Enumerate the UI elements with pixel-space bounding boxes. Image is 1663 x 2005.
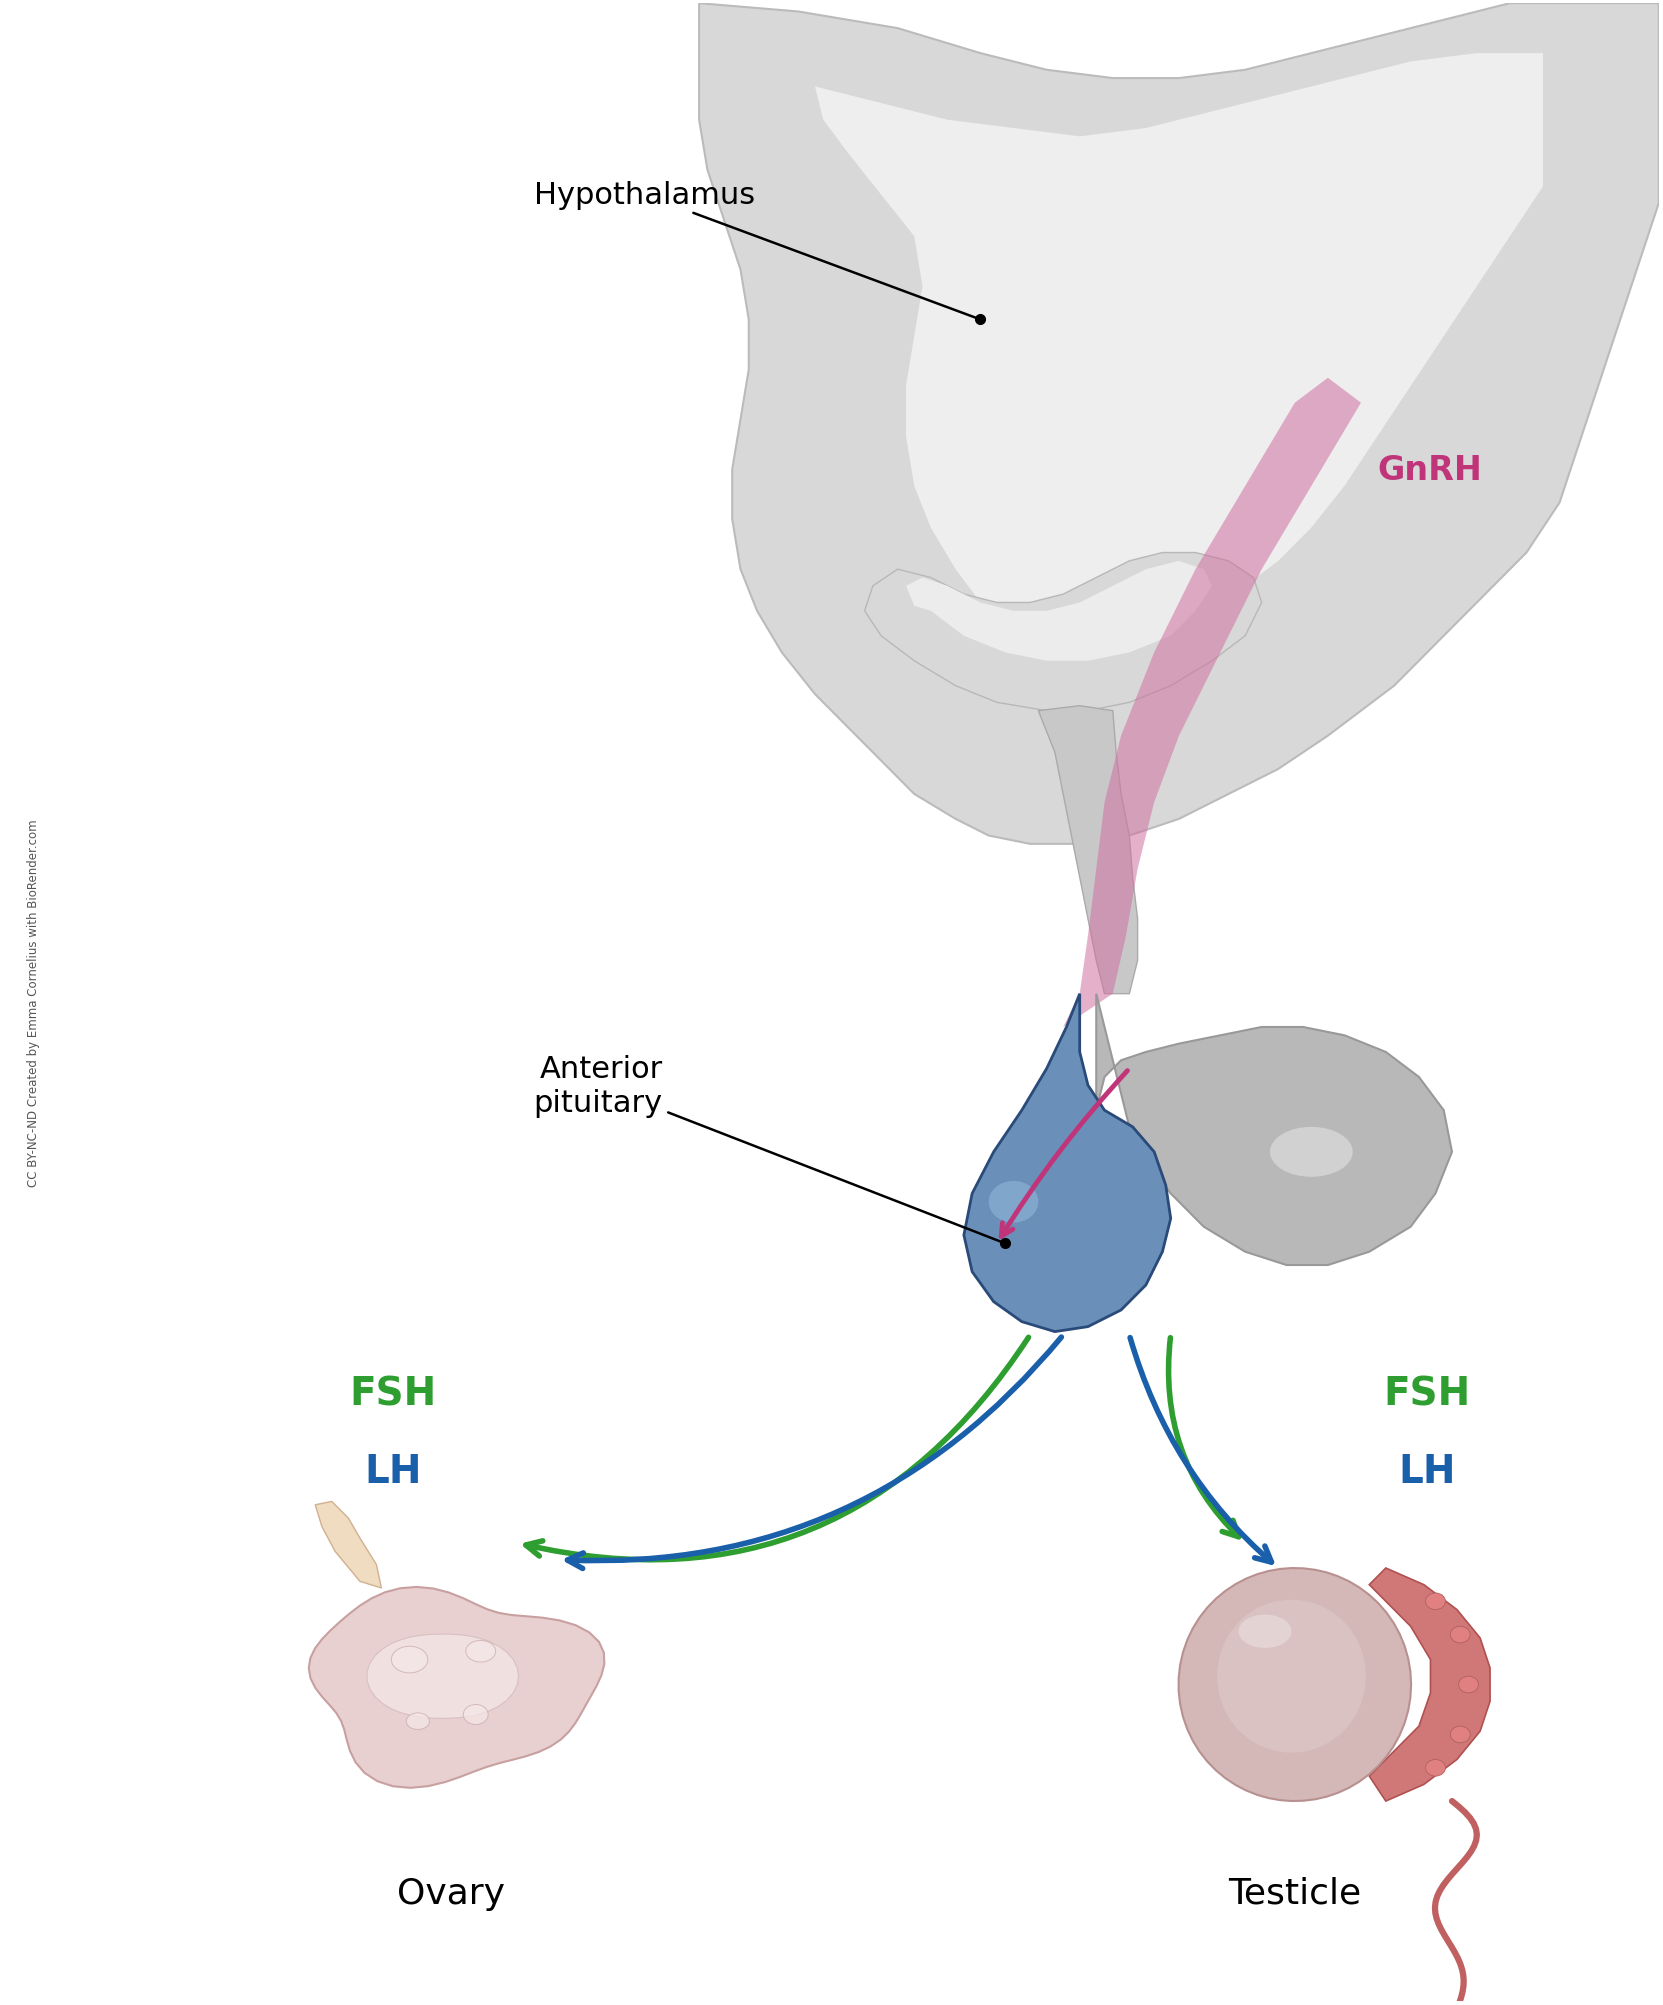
Text: Ovary: Ovary: [397, 1877, 506, 1909]
Polygon shape: [1063, 379, 1360, 1027]
FancyArrowPatch shape: [1131, 1337, 1272, 1562]
Ellipse shape: [406, 1712, 429, 1730]
Text: FSH: FSH: [1384, 1375, 1470, 1412]
Ellipse shape: [1450, 1726, 1470, 1742]
FancyArrowPatch shape: [1169, 1337, 1239, 1538]
Polygon shape: [309, 1588, 604, 1788]
FancyArrowPatch shape: [1001, 1071, 1128, 1237]
Text: FSH: FSH: [349, 1375, 437, 1412]
Text: CC BY-NC-ND Created by Emma Cornelius with BioRender.com: CC BY-NC-ND Created by Emma Cornelius wi…: [28, 818, 40, 1187]
Polygon shape: [1179, 1568, 1412, 1800]
Polygon shape: [1038, 706, 1137, 994]
Text: LH: LH: [1399, 1454, 1455, 1490]
Ellipse shape: [464, 1704, 489, 1724]
Polygon shape: [1217, 1600, 1365, 1752]
Ellipse shape: [1458, 1676, 1478, 1692]
Text: Testicle: Testicle: [1229, 1877, 1362, 1909]
Polygon shape: [368, 1634, 519, 1718]
FancyArrowPatch shape: [526, 1337, 1028, 1560]
Ellipse shape: [989, 1181, 1038, 1223]
Text: Hypothalamus: Hypothalamus: [534, 180, 978, 319]
FancyArrowPatch shape: [567, 1337, 1061, 1568]
Polygon shape: [865, 553, 1262, 712]
Polygon shape: [1369, 1568, 1490, 1800]
Ellipse shape: [1239, 1614, 1292, 1648]
Ellipse shape: [1450, 1626, 1470, 1644]
Ellipse shape: [1425, 1594, 1445, 1610]
Ellipse shape: [466, 1640, 496, 1662]
Text: LH: LH: [364, 1454, 422, 1490]
Text: GnRH: GnRH: [1377, 453, 1482, 487]
Polygon shape: [698, 4, 1658, 844]
Polygon shape: [1096, 994, 1452, 1265]
Polygon shape: [906, 561, 1212, 662]
Ellipse shape: [1425, 1760, 1445, 1776]
Text: Anterior
pituitary: Anterior pituitary: [534, 1055, 1003, 1243]
Polygon shape: [965, 994, 1171, 1331]
Ellipse shape: [1271, 1127, 1352, 1177]
Polygon shape: [815, 54, 1543, 654]
Ellipse shape: [391, 1646, 427, 1672]
Polygon shape: [316, 1502, 381, 1588]
